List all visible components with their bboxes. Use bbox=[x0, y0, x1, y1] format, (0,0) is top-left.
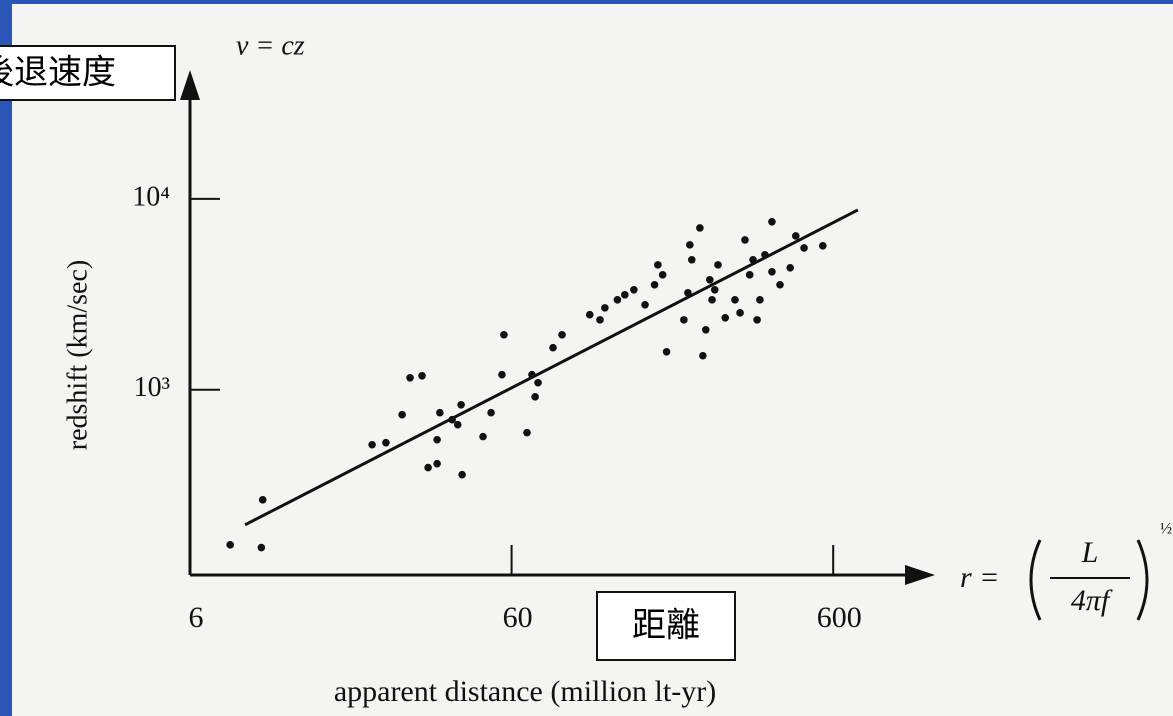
data-point bbox=[731, 296, 739, 304]
data-point bbox=[662, 347, 671, 356]
x-tick-label: 600 bbox=[817, 601, 862, 634]
data-point bbox=[658, 271, 667, 279]
x-axis-label: apparent distance (million lt-yr) bbox=[334, 675, 716, 708]
data-point bbox=[549, 343, 557, 352]
data-point bbox=[433, 459, 441, 468]
data-point bbox=[498, 370, 506, 379]
data-point bbox=[436, 408, 444, 417]
data-point bbox=[761, 250, 769, 259]
annotation-text: 後退速度 bbox=[0, 53, 116, 93]
data-point bbox=[699, 351, 707, 360]
y-arrow bbox=[180, 70, 200, 100]
data-point bbox=[710, 285, 719, 294]
y-axis-label: redshift (km/sec) bbox=[62, 260, 93, 451]
data-point bbox=[531, 393, 539, 401]
data-point bbox=[453, 420, 462, 429]
data-point bbox=[382, 438, 390, 447]
formula-exponent: ½ bbox=[1160, 521, 1172, 538]
data-point bbox=[680, 316, 688, 324]
data-point bbox=[786, 263, 794, 272]
data-point bbox=[721, 313, 730, 322]
data-point bbox=[630, 285, 638, 294]
data-point bbox=[433, 435, 441, 444]
x-formula: r = L 4πf ½ bbox=[960, 521, 1172, 621]
data-point bbox=[756, 296, 764, 304]
data-point bbox=[585, 310, 594, 319]
data-point bbox=[424, 463, 432, 472]
data-point bbox=[418, 372, 426, 380]
data-point bbox=[398, 410, 406, 419]
annotation-box bbox=[0, 45, 176, 101]
top-formula: v = cz bbox=[236, 30, 305, 61]
data-point bbox=[621, 291, 629, 299]
data-point bbox=[487, 408, 495, 417]
y-tick-label: 10⁴ bbox=[132, 181, 170, 212]
annotation-recession: 後退速度 bbox=[0, 45, 176, 101]
data-point bbox=[534, 378, 542, 387]
x-arrow bbox=[905, 565, 935, 585]
data-point bbox=[749, 255, 757, 264]
data-point bbox=[479, 432, 487, 441]
data-point bbox=[457, 400, 465, 409]
data-point bbox=[257, 543, 266, 552]
annotation-distance: 距離 bbox=[596, 591, 736, 661]
data-point bbox=[654, 261, 662, 269]
data-point bbox=[641, 301, 649, 309]
data-point bbox=[745, 271, 754, 279]
data-point bbox=[696, 224, 704, 232]
data-point bbox=[368, 440, 376, 449]
data-point bbox=[819, 242, 827, 250]
data-point bbox=[753, 316, 761, 324]
data-point bbox=[596, 316, 604, 324]
right-paren bbox=[1136, 539, 1149, 621]
x-tick-label: 60 bbox=[503, 601, 533, 634]
data-point bbox=[684, 288, 692, 297]
data-point bbox=[613, 296, 622, 304]
formula-numerator: L bbox=[1081, 536, 1099, 569]
data-point bbox=[448, 415, 456, 424]
data-point bbox=[736, 309, 744, 317]
y-tick-label: 10³ bbox=[134, 372, 170, 403]
annotation-box bbox=[596, 591, 736, 661]
data-point bbox=[458, 470, 466, 479]
data-point bbox=[528, 370, 536, 379]
data-point bbox=[714, 261, 722, 269]
data-point bbox=[650, 280, 659, 289]
slide-left-bar bbox=[0, 0, 12, 716]
data-point bbox=[523, 428, 531, 437]
data-point bbox=[800, 244, 808, 252]
data-point bbox=[708, 296, 716, 304]
data-point bbox=[406, 373, 414, 382]
slide-top-bar bbox=[0, 0, 1173, 4]
data-point bbox=[701, 325, 710, 334]
data-point bbox=[558, 330, 566, 339]
data-point bbox=[500, 330, 508, 339]
data-point bbox=[791, 232, 800, 240]
left-paren bbox=[1029, 539, 1042, 621]
data-point bbox=[741, 236, 749, 244]
annotation-text: 距離 bbox=[632, 606, 700, 646]
data-point bbox=[776, 280, 784, 289]
x-tick-label: 6 bbox=[189, 601, 204, 634]
data-point bbox=[686, 241, 694, 249]
data-point bbox=[705, 275, 714, 284]
data-point bbox=[768, 267, 776, 276]
formula-lhs: r = bbox=[960, 561, 999, 594]
data-point bbox=[226, 541, 234, 549]
axes bbox=[180, 70, 935, 585]
data-point bbox=[687, 255, 696, 264]
data-point bbox=[601, 304, 609, 312]
data-point bbox=[258, 496, 267, 504]
data-point bbox=[768, 217, 776, 226]
formula-denominator: 4πf bbox=[1071, 584, 1113, 617]
